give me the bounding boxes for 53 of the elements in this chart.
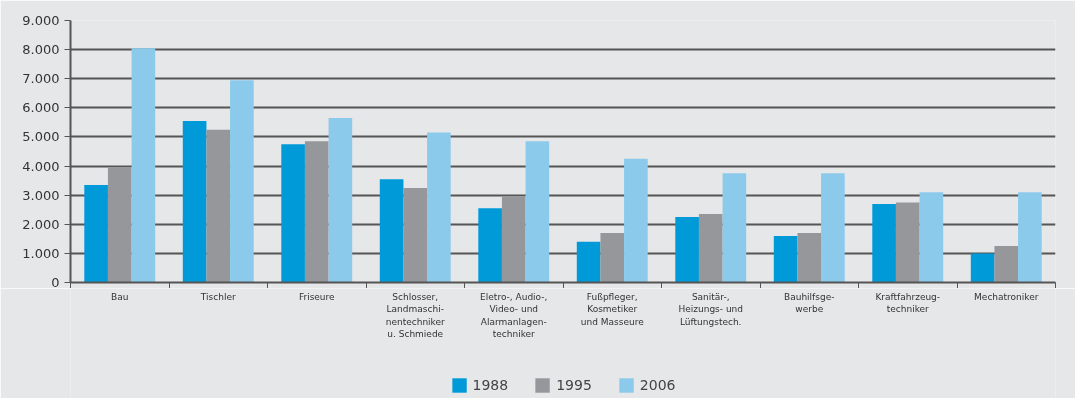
x-tick-label: Tischler (199, 291, 236, 302)
bar (1018, 192, 1042, 283)
y-tick-label: 3.000 (22, 187, 60, 203)
legend-label: 2006 (639, 377, 676, 393)
x-tick-label: Bau (111, 291, 129, 302)
bar (281, 144, 305, 283)
bar (501, 196, 526, 283)
y-tick-label: 1.000 (22, 245, 60, 261)
bar (84, 184, 108, 283)
bar (919, 192, 944, 283)
legend-label: 1988 (472, 377, 509, 393)
bar (773, 235, 798, 283)
y-tick-label: 7.000 (22, 71, 60, 87)
y-tick-label: 6.000 (22, 100, 60, 116)
bar (821, 173, 845, 283)
y-tick-label: 8.000 (22, 42, 60, 58)
x-tick-label: Eletro-, Audio-, Video- und Alarmanlagen- techniker (480, 291, 548, 340)
bar (107, 167, 132, 283)
bar (600, 233, 625, 283)
bar (478, 208, 502, 283)
bar (230, 80, 254, 283)
bar (722, 173, 747, 283)
bar (131, 48, 156, 283)
x-tick-label: Bauhilfsge- werbe (784, 291, 835, 315)
y-tick-label: 5.000 (22, 129, 60, 145)
bar (994, 246, 1019, 283)
bar (872, 203, 896, 283)
bar (698, 214, 723, 283)
bar (525, 141, 550, 283)
bar (797, 233, 822, 283)
bar (895, 202, 920, 283)
x-tick-label: Mechatroniker (974, 291, 1039, 302)
y-tick-label: 9.000 (22, 13, 60, 28)
x-tick-label: Sanitär-, Heizungs- und Lüftungstech. (678, 291, 744, 327)
x-tick-label: Fußpfleger, Kosmetiker und Masseure (580, 291, 645, 327)
bar (427, 132, 451, 283)
x-tick-label: Friseure (298, 291, 336, 302)
bar (206, 129, 231, 283)
x-tick-label: Kraftfahrzeug- techniker (875, 291, 941, 315)
bar (576, 241, 601, 283)
bar (379, 179, 404, 283)
bar (970, 253, 995, 283)
bar (304, 141, 329, 283)
bar (403, 187, 428, 283)
legend-label: 1995 (556, 377, 592, 393)
x-tick-label: Schlosser, Landmaschi- nentechniker u. Schmiede (385, 291, 446, 340)
bar (182, 120, 207, 283)
bar (328, 118, 353, 283)
y-tick-label: 4.000 (22, 158, 60, 174)
bar (675, 217, 699, 283)
bar (624, 158, 648, 283)
y-tick-label: 2.000 (22, 216, 60, 232)
y-tick-label: 0 (51, 275, 60, 290)
